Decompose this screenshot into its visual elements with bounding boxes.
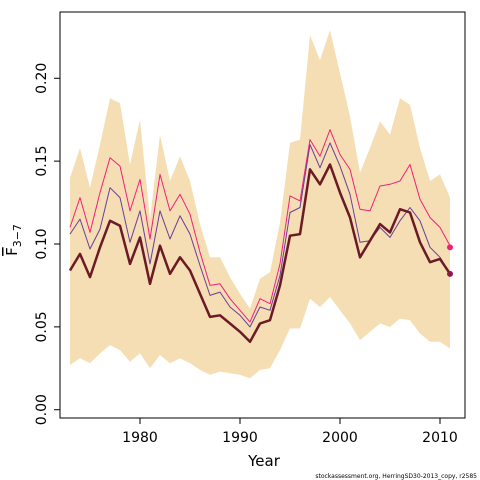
y-axis-title: F3−7 [3,224,24,256]
credit-text: stockassessment.org, HerringSD30-2013_co… [315,473,477,480]
y-tick-label: 0.15 [34,146,50,177]
y-axis: 0.00 0.05 0.10 0.15 0.20 [34,63,60,425]
x-tick-label: 1980 [122,430,158,446]
series-line-2 [69,142,451,328]
y-axis-title-sub: 3−7 [11,224,24,247]
x-axis-title: Year [247,452,281,470]
y-axis-title-main: F [3,247,21,256]
confidence-band-layer [70,30,450,379]
y-tick-label: 0.10 [34,228,50,259]
x-tick-label: 2010 [422,430,458,446]
plot-frame [59,11,466,419]
end-point-2 [447,270,453,277]
y-tick-label: 0.00 [34,394,50,425]
svg-text:F3−7: F3−7 [3,224,24,256]
confidence-band [70,30,450,379]
series-line-3 [68,163,452,344]
x-tick-label: 1990 [222,430,258,446]
y-tick-label: 0.20 [34,63,50,94]
series-line-1 [69,129,451,323]
x-tick-label: 2000 [322,430,358,446]
end-points-layer [447,244,453,277]
series-layer [68,129,452,344]
y-tick-label: 0.05 [34,311,50,342]
x-axis: 1980 1990 2000 2010 [122,418,458,446]
end-point-1 [447,244,453,251]
